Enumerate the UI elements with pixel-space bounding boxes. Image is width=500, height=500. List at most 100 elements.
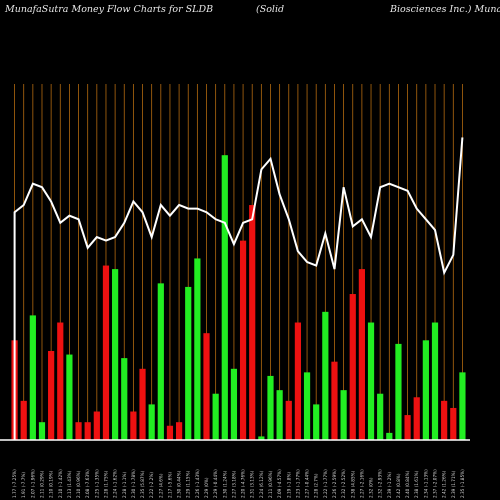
money-flow-bar [38,422,46,440]
money-flow-bar [313,404,320,440]
x-tick-label: 2.27 (-0.44%) [305,469,310,498]
money-flow-bars [11,155,466,440]
x-tick-label: 2.28 (1.75%) [103,470,108,498]
money-flow-bar [294,322,302,440]
money-flow-bar [121,358,128,440]
money-flow-bar [175,422,183,440]
money-flow-bar [459,372,466,440]
x-tick-label: 2.26 (-2.59%) [332,469,337,498]
x-tick-label: 2.27 (4.6%) [158,473,163,498]
x-tick-label: 2.11 (0.96%) [268,470,273,498]
x-tick-label: 2.23 (-1.77%) [295,469,300,498]
money-flow-bar [386,432,393,440]
x-tick-label: 2.38 (4.85%) [350,470,355,498]
chart-title-part-1: MunafaSutra Money Flow Charts for SLDB [4,4,213,15]
x-tick-label: 2.30 (0.44%) [177,470,182,498]
x-tick-label: 2.08 (-7.63%) [85,469,90,498]
x-tick-label: 2.24 (-1.62%) [113,469,118,498]
money-flow-bar [139,368,146,440]
money-flow-bar [340,390,347,440]
x-tick-label: 2.40 (0.84%) [405,470,410,498]
money-flow-bar [57,322,64,440]
money-flow-bar [395,343,402,440]
money-flow-bar [258,436,265,440]
money-flow-bar [322,311,329,440]
x-tick-label: 2.34 (-1.13%) [423,469,428,498]
money-flow-bar [358,269,365,440]
x-tick-label: 2.07 (-1.96%) [30,469,35,498]
x-tick-label: 2.39 (-1.2%) [387,472,392,498]
x-tick-label: 2.42 (1.26%) [442,470,447,498]
x-tick-label: 2.13 (1.43%) [67,470,72,498]
x-tick-label: 2.17 (-5.6%) [167,472,172,498]
x-tick-label: 2.31 (3.13%) [250,470,255,498]
money-flow-bar [48,351,55,440]
x-tick-labels: 1.77 (-7.25%) 1.91 (-7.7%) 2.07 (-1.96%) 2.… [12,469,465,498]
x-tick-label: 2.26 (-1.43%) [195,469,200,498]
x-tick-label: 2.10 (0.96%) [76,470,81,498]
x-tick-label: 2.37 (-2.07%) [433,469,438,498]
money-flow-bar [276,390,283,440]
x-tick-label: 2.24 (6.12%) [259,470,264,498]
x-tick-label: 2.42 (0.8%) [396,473,401,498]
x-tick-label: 2.35 (-1.85%) [460,469,465,498]
money-flow-bar [422,340,429,440]
price-line [13,137,464,440]
money-flow-bar [166,425,174,440]
x-tick-label: 2.29 (-0.44%) [213,469,218,498]
money-flow-bar [102,265,110,440]
money-flow-bar [84,422,91,440]
money-flow-bar [404,415,411,440]
money-flow-bar [212,393,219,440]
x-tick-label: 1.77 (-7.25%) [12,469,17,498]
x-tick-label: 2.27 (3.18%) [231,470,236,498]
money-flow-bar [267,375,274,440]
money-flow-bar [285,400,292,440]
money-flow-bar [194,258,201,440]
money-flow-bar [367,322,375,440]
x-tick-label: 2.29 (1.15%) [186,470,191,498]
money-flow-bar [239,240,247,440]
x-tick-label: 2.22 (-1.77%) [323,469,328,498]
x-tick-label: 2.19 (-1.8%) [286,472,291,498]
x-tick-label: 2.35 (5.87%) [140,470,145,498]
money-flow-bar [413,397,420,440]
money-flow-bar [203,333,210,440]
money-flow-bar [29,315,36,440]
chart-title-part-3: Biosciences Inc.) Munafa [389,4,500,15]
money-flow-bar [185,286,192,440]
money-flow-bar [221,155,228,440]
x-tick-label: 2.11 (0.29%) [39,470,44,498]
x-tick-label: 2.25 (-1.35%) [94,469,99,498]
x-tick-label: 2.28 (2.7%) [314,473,319,498]
money-flow-bar [148,404,155,440]
x-tick-label: 2.29 (0%) [204,477,209,498]
x-tick-label: 2.30 (1.24%) [222,470,227,498]
x-tick-label: 2.22 (-2.2%) [149,472,154,498]
money-flow-bar [441,400,448,440]
money-flow-bar [75,422,82,440]
money-flow-bar [112,269,119,440]
money-flow-bar [377,393,384,440]
chart-title-part-2: (Solid [256,4,284,15]
money-flow-bar [349,294,356,440]
x-tick-label: 2.38 (1.61%) [414,470,419,498]
x-tick-label: 1.91 (-7.7%) [21,472,26,498]
x-tick-label: 2.27 (-2.16%) [359,469,364,498]
money-flow-bar [157,283,164,440]
x-tick-label: 2.20 (-4.76%) [241,469,246,498]
money-flow-bar [20,400,27,440]
x-tick-label: 2.32 (0%) [369,477,374,498]
x-tick-label: 2.39 (1.71%) [451,470,456,498]
money-flow-bar [130,411,137,440]
money-flow-bar [230,368,238,440]
x-tick-label: 2.10 (-1.42%) [58,469,63,498]
money-flow-bar [249,205,256,440]
money-flow-bar [66,354,73,440]
x-tick-label: 2.09 (-4.57%) [277,469,282,498]
money-flow-bar [431,322,439,440]
money-flow-bar [331,361,338,440]
x-tick-label: 2.28 (-1.1%) [122,472,127,498]
money-flow-bar [303,372,311,440]
